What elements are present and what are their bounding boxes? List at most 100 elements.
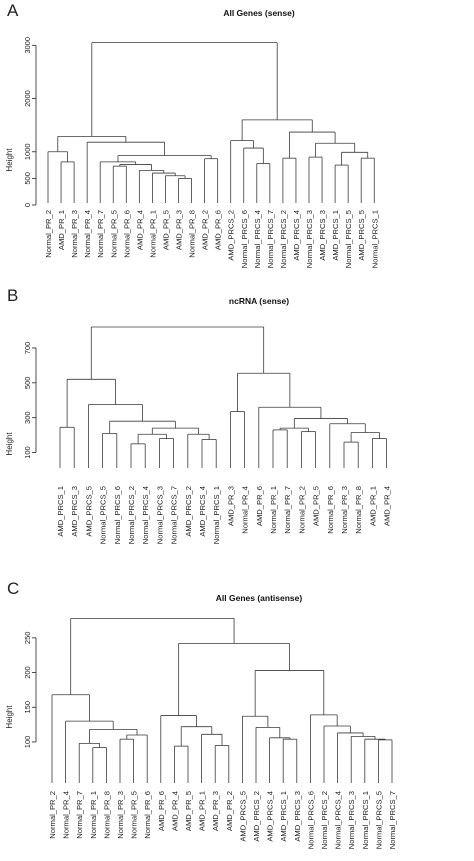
leaf-label: AMD_PRCS_4 xyxy=(266,791,275,842)
leaf-label: AMD_PR_3 xyxy=(175,210,184,250)
leaf-label: Normal_PRCS_7 xyxy=(266,210,275,268)
leaf-label: AMD_PR_5 xyxy=(312,486,321,526)
leaf-label: Normal_PRCS_1 xyxy=(212,486,221,544)
leaf-label: Normal_PRCS_4 xyxy=(253,210,262,268)
leaf-label: AMD_PRCS_5 xyxy=(357,210,366,261)
panel-b-y-axis-label: Height xyxy=(5,432,14,456)
leaf-label: Normal_PR_6 xyxy=(326,486,335,534)
leaf-label: Normal_PRCS_5 xyxy=(374,791,383,849)
leaf-label: AMD_PR_4 xyxy=(170,791,179,831)
leaf-label: AMD_PR_4 xyxy=(383,486,392,526)
leaf-label: AMD_PRCS_3 xyxy=(70,486,79,537)
leaf-label: AMD_PRCS_4 xyxy=(292,210,301,261)
leaf-label: Normal_PR_4 xyxy=(83,210,92,258)
leaf-label: AMD_PRCS_2 xyxy=(184,486,193,537)
leaf-label: Normal_PR_8 xyxy=(188,210,197,258)
leaf-label: AMD_PRCS_1 xyxy=(56,486,65,537)
panel-c-letter: C xyxy=(7,579,19,598)
leaf-label: Normal_PRCS_5 xyxy=(344,210,353,268)
leaf-label: Normal_PRCS_1 xyxy=(361,791,370,849)
leaf-label: AMD_PRCS_2 xyxy=(227,210,236,261)
leaf-label: AMD_PRCS_1 xyxy=(279,791,288,842)
y-tick-label: 100 xyxy=(23,446,32,459)
leaf-label: Normal_PRCS_6 xyxy=(240,210,249,268)
y-tick-label: 0 xyxy=(23,203,32,207)
leaf-label: AMD_PRCS_5 xyxy=(238,791,247,842)
panel-a-title: All Genes (sense) xyxy=(223,8,295,18)
leaf-label: Normal_PR_2 xyxy=(297,486,306,534)
leaf-label: Normal_PR_3 xyxy=(116,791,125,839)
y-tick-label: 100 xyxy=(23,736,32,749)
leaf-label: Normal_PR_8 xyxy=(102,791,111,839)
leaf-label: Normal_PR_7 xyxy=(75,791,84,839)
leaf-label: Normal_PR_2 xyxy=(44,210,53,258)
leaf-label: Normal_PRCS_1 xyxy=(370,210,379,268)
leaf-label: Normal_PR_5 xyxy=(130,791,139,839)
leaf-label: AMD_PR_3 xyxy=(226,486,235,526)
leaf-label: AMD_PRCS_2 xyxy=(252,791,261,842)
y-tick-label: 500 xyxy=(23,172,32,185)
leaf-label: AMD_PRCS_1 xyxy=(331,210,340,261)
leaf-label: Normal_PRCS_6 xyxy=(306,791,315,849)
leaf-label: AMD_PR_6 xyxy=(255,486,264,526)
y-tick-label: 2000 xyxy=(23,90,32,107)
leaf-label: Normal_PR_3 xyxy=(70,210,79,258)
leaf-label: Normal_PRCS_4 xyxy=(334,791,343,849)
leaf-label: Normal_PRCS_3 xyxy=(155,486,164,544)
leaf-label: Normal_PRCS_5 xyxy=(99,486,108,544)
leaf-label: AMD_PR_4 xyxy=(135,210,144,250)
leaf-label: Normal_PRCS_4 xyxy=(141,486,150,544)
leaf-label: Normal_PRCS_3 xyxy=(347,791,356,849)
leaf-label: Normal_PR_4 xyxy=(241,486,250,534)
leaf-label: AMD_PR_1 xyxy=(368,486,377,526)
leaf-label: Normal_PR_1 xyxy=(89,791,98,839)
panel-b: B ncRNA (sense) Height 100 300 500 700 AMD_P… xyxy=(5,286,392,544)
leaf-label: Normal_PRCS_6 xyxy=(113,486,122,544)
panel-c-y-axis-label: Height xyxy=(5,705,14,729)
panel-a: A All Genes (sense) Height 0 500 1000 2000 3… xyxy=(5,1,379,268)
leaf-label: Normal_PR_5 xyxy=(109,210,118,258)
panel-c: C All Genes (antisense) Height 100 150 200… xyxy=(5,579,397,849)
leaf-label: Normal_PR_1 xyxy=(269,486,278,534)
panel-a-y-axis-label: Height xyxy=(5,148,14,172)
leaf-label: AMD_PR_6 xyxy=(157,791,166,831)
leaf-label: AMD_PRCS_4 xyxy=(198,486,207,537)
leaf-label: AMD_PR_2 xyxy=(225,791,234,831)
y-tick-label: 250 xyxy=(23,632,32,645)
panel-c-title: All Genes (antisense) xyxy=(216,593,303,603)
leaf-label: Normal_PR_4 xyxy=(62,791,71,839)
leaf-label: AMD_PR_2 xyxy=(201,210,210,250)
leaf-label: Normal_PRCS_2 xyxy=(279,210,288,268)
leaf-label: Normal_PR_2 xyxy=(48,791,57,839)
leaf-label: AMD_PR_6 xyxy=(214,210,223,250)
leaf-label: AMD_PR_1 xyxy=(57,210,66,250)
leaf-label: AMD_PRCS_3 xyxy=(318,210,327,261)
leaf-label: Normal_PR_1 xyxy=(148,210,157,258)
y-tick-label: 1000 xyxy=(23,143,32,160)
leaf-label: Normal_PRCS_2 xyxy=(127,486,136,544)
y-tick-label: 700 xyxy=(23,342,32,355)
leaf-label: Normal_PR_8 xyxy=(354,486,363,534)
y-tick-label: 150 xyxy=(23,701,32,714)
leaf-label: AMD_PR_3 xyxy=(211,791,220,831)
panel-a-letter: A xyxy=(7,1,19,20)
y-tick-label: 200 xyxy=(23,666,32,679)
panel-b-letter: B xyxy=(7,286,18,305)
leaf-label: Normal_PRCS_3 xyxy=(305,210,314,268)
leaf-label: Normal_PRCS_7 xyxy=(388,791,397,849)
leaf-label: Normal_PR_3 xyxy=(340,486,349,534)
y-tick-label: 500 xyxy=(23,377,32,390)
leaf-label: AMD_PRCS_3 xyxy=(293,791,302,842)
leaf-label: Normal_PR_7 xyxy=(283,486,292,534)
leaf-label: Normal_PRCS_7 xyxy=(170,486,179,544)
leaf-label: AMD_PR_1 xyxy=(198,791,207,831)
panel-b-title: ncRNA (sense) xyxy=(229,296,289,306)
leaf-label: AMD_PRCS_5 xyxy=(84,486,93,537)
leaf-label: Normal_PRCS_2 xyxy=(320,791,329,849)
leaf-label: AMD_PR_5 xyxy=(161,210,170,250)
leaf-label: AMD_PR_5 xyxy=(184,791,193,831)
leaf-label: Normal_PR_7 xyxy=(96,210,105,258)
leaf-label: Normal_PR_6 xyxy=(122,210,131,258)
y-tick-label: 3000 xyxy=(23,37,32,54)
